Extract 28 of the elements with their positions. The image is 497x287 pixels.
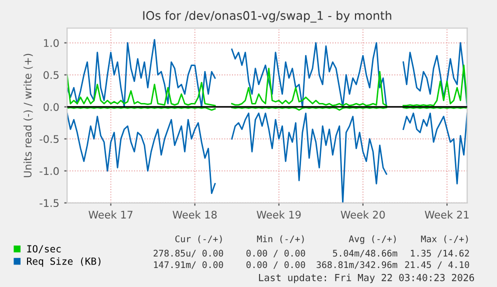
legend-label: IO/sec: [27, 245, 61, 254]
text: Avg (-/+): [348, 235, 396, 244]
y-tick-label: 1.0: [44, 39, 59, 47]
text: 5.04m/48.66m: [333, 250, 398, 258]
text: 278.85u/ 0.00: [154, 250, 224, 258]
y-tick-label: -0.5: [40, 135, 59, 143]
x-tick-label: Week 21: [424, 210, 469, 219]
x-tick-label: Week 18: [172, 210, 217, 219]
chart-title: IOs for /dev/onas01-vg/swap_1 - by month: [143, 10, 392, 23]
text: 0.00 / 0.00: [246, 261, 306, 269]
text: Min (-/+): [257, 235, 304, 244]
y-tick-label: -1.5: [40, 199, 59, 208]
y-tick-label: -1.0: [40, 167, 59, 176]
text: 0.00 / 0.00: [246, 250, 306, 258]
y-axis-title: Units read (-) / write (+): [23, 54, 33, 178]
legend-label: Req Size (KB): [27, 257, 100, 267]
text: Cur (-/+): [175, 235, 222, 244]
x-tick-label: Week 17: [88, 210, 132, 219]
x-tick-label: Week 20: [340, 210, 385, 219]
text: 1.35 /14.62: [410, 250, 469, 258]
y-tick-label: 0.0: [44, 103, 59, 111]
x-tick-label: Week 19: [256, 210, 301, 219]
text: 21.45 / 4.10: [405, 261, 470, 269]
text: Max (-/+): [421, 235, 468, 244]
text: 147.91m/ 0.00: [154, 261, 224, 269]
text: 368.81m/342.96m: [316, 261, 398, 269]
y-tick-label: 0.5: [44, 71, 59, 79]
text: Last update: Fri May 22 03:40:23 2026: [259, 274, 474, 284]
